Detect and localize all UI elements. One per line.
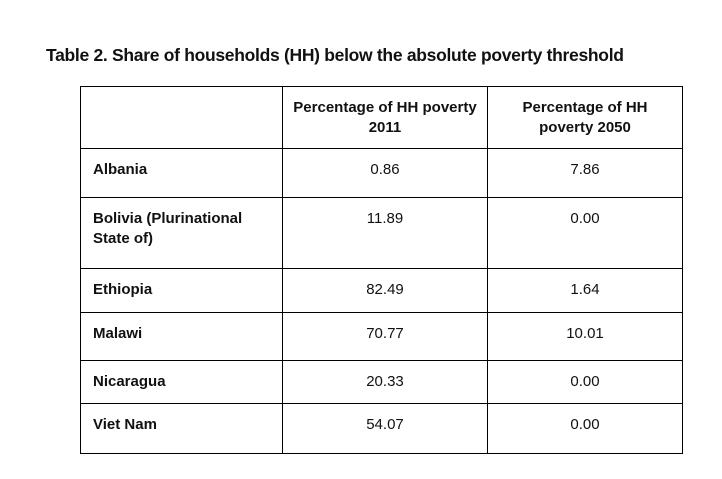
table-row: Nicaragua 20.33 0.00 [80,360,683,404]
value-cell-2050: 1.64 [487,268,683,313]
table-row: Viet Nam 54.07 0.00 [80,403,683,454]
header-country [80,86,283,149]
country-cell: Albania [80,148,283,198]
value-cell-2011: 54.07 [282,403,488,454]
country-cell: Ethiopia [80,268,283,313]
value-cell-2050: 7.86 [487,148,683,198]
country-cell: Bolivia (Plurinational State of) [80,197,283,269]
header-poverty-2050: Percentage of HH poverty 2050 [487,86,683,149]
country-cell: Malawi [80,312,283,361]
table-row: Ethiopia 82.49 1.64 [80,268,683,313]
country-cell: Nicaragua [80,360,283,404]
poverty-table: Percentage of HH poverty 2011 Percentage… [80,86,683,454]
table-row: Malawi 70.77 10.01 [80,312,683,361]
value-cell-2050: 0.00 [487,360,683,404]
table-row: Albania 0.86 7.86 [80,148,683,198]
value-cell-2011: 0.86 [282,148,488,198]
value-cell-2050: 0.00 [487,403,683,454]
country-cell: Viet Nam [80,403,283,454]
header-poverty-2011: Percentage of HH poverty 2011 [282,86,488,149]
value-cell-2011: 70.77 [282,312,488,361]
value-cell-2011: 20.33 [282,360,488,404]
table-header-row: Percentage of HH poverty 2011 Percentage… [80,86,683,149]
table-row: Bolivia (Plurinational State of) 11.89 0… [80,197,683,269]
value-cell-2050: 10.01 [487,312,683,361]
value-cell-2050: 0.00 [487,197,683,269]
table-title: Table 2. Share of households (HH) below … [46,45,624,65]
value-cell-2011: 82.49 [282,268,488,313]
value-cell-2011: 11.89 [282,197,488,269]
